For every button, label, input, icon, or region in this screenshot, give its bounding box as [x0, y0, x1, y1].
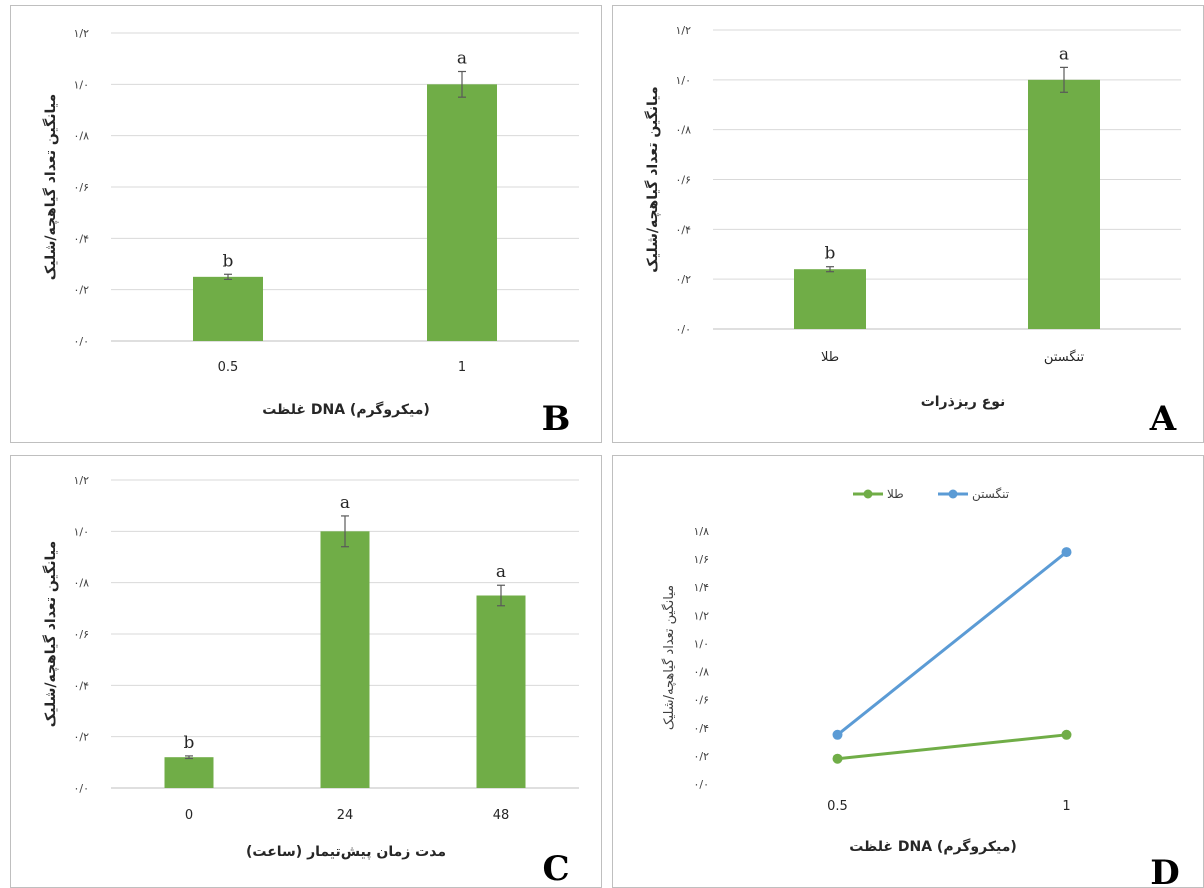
significance-label: a [496, 562, 506, 582]
y-tick-label: ۱/۰ [73, 78, 89, 91]
chart-panel-a: ۰/۰ ۰/۲ ۰/۴ ۰/۶ ۰/۸ ۱/۰ ۱/۲ میانگین تعداد گیاهچ… [612, 5, 1204, 443]
panel-label: C [542, 849, 569, 887]
x-axis-label: غلظت DNA (میکروگرم) [262, 401, 430, 418]
significance-label: b [223, 251, 234, 271]
y-tick-label: ۰/۴ [675, 223, 691, 236]
y-tick-label: ۱/۰ [693, 637, 709, 650]
bar [794, 269, 866, 329]
y-tick-label: ۰/۸ [73, 130, 89, 143]
x-tick-label: طلا [821, 350, 839, 365]
data-point [1061, 729, 1072, 740]
legend-label: طلا [887, 487, 904, 501]
x-axis-label: غلظت DNA (میکروگرم) [849, 838, 1017, 855]
bar [164, 757, 214, 788]
bar [320, 531, 370, 788]
x-tick-label: 0.5 [218, 360, 239, 375]
x-tick-label: تنگستن [1044, 349, 1085, 365]
y-tick-label: ۰/۸ [693, 666, 709, 679]
y-tick-label: ۰/۰ [73, 335, 89, 348]
y-tick-label: ۰/۰ [73, 782, 89, 795]
y-tick-label: ۰/۸ [675, 124, 691, 137]
data-point [832, 729, 843, 740]
x-tick-label: 48 [493, 808, 510, 823]
x-tick-label: 1 [458, 360, 466, 375]
y-tick-label: ۰/۰ [693, 778, 709, 791]
data-point [832, 753, 843, 764]
chart-panel-d: ۰/۰ ۰/۲ ۰/۴ ۰/۶ ۰/۸ ۱/۰ ۱/۲ ۱/۴ ۱/۶ ۱/۸ میانگین تع… [612, 455, 1204, 888]
chart-svg-b: ۰/۰ ۰/۲ ۰/۴ ۰/۶ ۰/۸ ۱/۰ ۱/۲ میانگین تعداد گیاهچ… [42, 27, 579, 439]
chart-panel-b: ۰/۰ ۰/۲ ۰/۴ ۰/۶ ۰/۸ ۱/۰ ۱/۲ میانگین تعداد گیاهچ… [10, 5, 602, 443]
panel-label: D [1150, 853, 1179, 887]
y-tick-label: ۰/۲ [675, 273, 691, 286]
y-tick-label: ۰/۴ [693, 722, 709, 735]
chart-svg-d: ۰/۰ ۰/۲ ۰/۴ ۰/۶ ۰/۸ ۱/۰ ۱/۲ ۱/۴ ۱/۶ ۱/۸ میانگین تع… [661, 487, 1180, 887]
y-tick-label: ۰/۶ [73, 628, 89, 641]
y-tick-label: ۰/۴ [73, 679, 89, 692]
y-tick-label: ۰/۲ [73, 731, 89, 744]
bar [427, 84, 497, 341]
legend-marker [948, 489, 958, 499]
y-tick-label: ۱/۲ [675, 24, 691, 37]
x-tick-label: 0.5 [827, 799, 848, 814]
legend-marker [863, 489, 873, 499]
chart-panel-c: ۰/۰ ۰/۲ ۰/۴ ۰/۶ ۰/۸ ۱/۰ ۱/۲ میانگین تعداد گیاهچ… [10, 455, 602, 888]
significance-label: b [825, 244, 836, 264]
significance-label: a [457, 49, 467, 69]
bar [476, 595, 526, 788]
y-tick-label: ۰/۶ [693, 694, 709, 707]
bar [193, 276, 263, 341]
chart-svg-a: ۰/۰ ۰/۲ ۰/۴ ۰/۶ ۰/۸ ۱/۰ ۱/۲ میانگین تعداد گیاهچ… [644, 24, 1181, 439]
y-tick-label: ۱/۶ [693, 553, 709, 566]
y-tick-label: ۱/۰ [675, 74, 691, 87]
x-tick-label: 1 [1062, 799, 1070, 814]
chart-svg-c: ۰/۰ ۰/۲ ۰/۴ ۰/۶ ۰/۸ ۱/۰ ۱/۲ میانگین تعداد گیاهچ… [42, 474, 579, 887]
y-tick-label: ۱/۲ [73, 474, 89, 487]
y-tick-label: ۰/۶ [73, 181, 89, 194]
y-tick-label: ۰/۸ [73, 577, 89, 590]
y-tick-label: ۱/۸ [693, 525, 709, 538]
y-axis-label: میانگین تعداد گیاهچه/شلیک [661, 585, 677, 730]
y-tick-label: ۰/۲ [73, 284, 89, 297]
y-axis-label: میانگین تعداد گیاهچه/شلیک [42, 94, 59, 280]
panel-label: B [542, 399, 571, 439]
y-tick-label: ۱/۲ [693, 609, 709, 622]
significance-label: a [340, 493, 350, 513]
y-axis-label: میانگین تعداد گیاهچه/شلیک [42, 541, 59, 727]
x-axis-label: نوع ریزذرات [921, 394, 1006, 410]
y-tick-label: ۰/۴ [73, 232, 89, 245]
y-tick-label: ۰/۲ [693, 750, 709, 763]
series-line [837, 733, 1067, 761]
data-point [1061, 547, 1072, 558]
x-tick-label: 24 [337, 808, 354, 823]
series-line [836, 550, 1068, 736]
significance-label: b [184, 733, 195, 753]
y-tick-label: ۱/۲ [73, 27, 89, 40]
legend-label: تنگستن [972, 487, 1009, 502]
bar [1028, 79, 1100, 329]
y-tick-label: ۱/۴ [693, 581, 709, 594]
y-tick-label: ۰/۶ [675, 174, 691, 187]
x-tick-label: 0 [185, 808, 193, 823]
x-axis-label: مدت زمان پیش‌تیمار (ساعت) [246, 844, 446, 860]
panel-label: A [1149, 399, 1177, 439]
y-tick-label: ۱/۰ [73, 525, 89, 538]
y-axis-label: میانگین تعداد گیاهچه/شلیک [644, 86, 661, 272]
y-tick-label: ۰/۰ [675, 323, 691, 336]
significance-label: a [1059, 44, 1069, 64]
